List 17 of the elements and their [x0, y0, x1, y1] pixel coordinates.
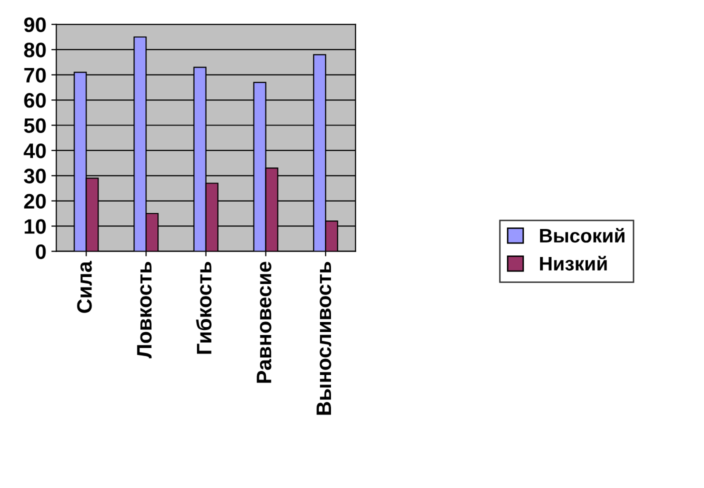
- x-tick-label: Равновесие: [256, 262, 272, 383]
- y-tick-label: 60: [24, 93, 46, 108]
- y-tick-label: 50: [24, 118, 46, 134]
- y-tick-label: 0: [36, 244, 46, 260]
- y-tick-label: 90: [24, 17, 46, 32]
- legend-label: Низкий: [540, 256, 607, 271]
- y-tick-label: 80: [24, 42, 46, 58]
- legend-label: Высокий: [540, 228, 624, 243]
- y-tick-label: 40: [24, 143, 46, 158]
- y-tick-label: 20: [24, 194, 46, 209]
- y-tick-label: 70: [24, 68, 46, 83]
- x-tick-label: Выносливость: [316, 262, 332, 415]
- y-tick-label: 10: [24, 219, 46, 234]
- x-tick-label: Гибкость: [196, 262, 212, 354]
- x-tick-label: Ловкость: [137, 262, 152, 358]
- x-tick-label: Сила: [77, 260, 92, 313]
- y-tick-label: 30: [24, 168, 46, 184]
